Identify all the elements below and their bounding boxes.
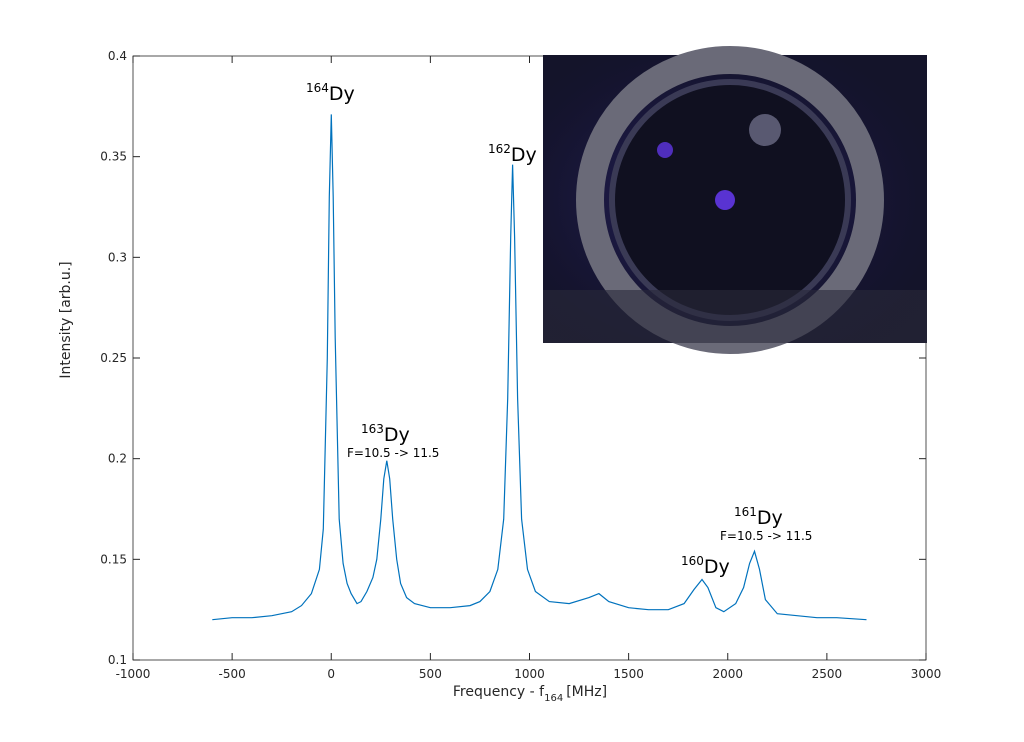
isotope-element: Dy [704, 556, 730, 578]
x-tick-label: 1000 [514, 667, 545, 681]
x-tick-label: 0 [327, 667, 335, 681]
y-tick-label: 0.3 [108, 250, 127, 264]
x-tick-label: 3000 [911, 667, 942, 681]
y-tick-label: 0.4 [108, 49, 127, 63]
isotope-mass: 164 [306, 81, 329, 95]
isotope-element: Dy [329, 83, 355, 105]
inset-photo [543, 46, 927, 354]
isotope-mass: 160 [681, 554, 704, 568]
x-tick-label: 500 [419, 667, 442, 681]
x-tick-label: -500 [219, 667, 246, 681]
y-tick-label: 0.15 [100, 552, 127, 566]
x-label-sub: 164 [544, 693, 563, 704]
x-tick-label: -1000 [116, 667, 151, 681]
isotope-label: 164Dy [306, 81, 355, 105]
transition-note: F=10.5 -> 11.5 [720, 529, 812, 543]
isotope-mass: 161 [734, 505, 757, 519]
x-tick-label: 1500 [613, 667, 644, 681]
isotope-mass: 163 [361, 422, 384, 436]
isotope-label: 160Dy [681, 554, 730, 578]
y-tick-label: 0.35 [100, 150, 127, 164]
isotope-mass: 162 [488, 142, 511, 156]
isotope-label: 163Dy [361, 422, 410, 446]
x-tick-label: 2500 [812, 667, 843, 681]
isotope-element: Dy [757, 507, 783, 529]
isotope-element: Dy [511, 144, 537, 166]
x-label-unit: [MHz] [566, 684, 607, 700]
y-tick-label: 0.1 [108, 653, 127, 667]
transition-note: F=10.5 -> 11.5 [347, 446, 439, 460]
y-axis-label: Intensity [arb.u.] [58, 261, 74, 378]
y-tick-label: 0.2 [108, 452, 127, 466]
isotope-label: 161Dy [734, 505, 783, 529]
spectrum-line [212, 114, 867, 621]
x-tick-label: 2000 [712, 667, 743, 681]
y-tick-label: 0.25 [100, 351, 127, 365]
isotope-label: 162Dy [488, 142, 537, 166]
x-axis-label: Frequency - f164 [MHz] [453, 684, 607, 704]
x-label-text: Frequency - f [453, 684, 545, 700]
isotope-element: Dy [384, 424, 410, 446]
